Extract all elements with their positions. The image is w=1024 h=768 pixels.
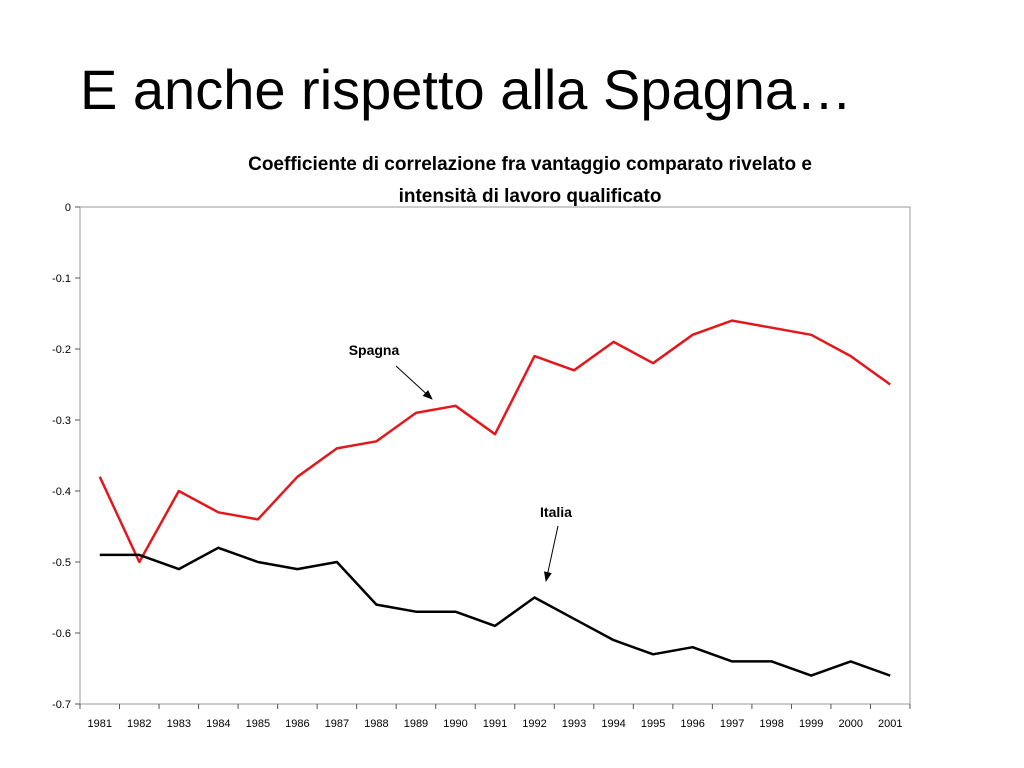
series-line-spagna bbox=[98, 319, 891, 564]
data-point-italia bbox=[216, 546, 220, 550]
data-point-spagna bbox=[691, 333, 695, 337]
y-tick-label: -0.6 bbox=[52, 628, 71, 640]
data-point-italia bbox=[770, 659, 774, 663]
data-point-italia bbox=[374, 603, 378, 607]
x-tick-label: 1990 bbox=[443, 718, 467, 730]
x-tick-label: 1999 bbox=[799, 718, 823, 730]
annotation-arrow-spagna bbox=[395, 365, 433, 400]
y-tick-label: -0.7 bbox=[52, 699, 71, 711]
data-point-spagna bbox=[295, 475, 299, 479]
data-point-spagna bbox=[809, 333, 813, 337]
plot-area-frame bbox=[79, 206, 911, 705]
data-point-italia bbox=[572, 617, 576, 621]
data-point-spagna bbox=[374, 439, 378, 443]
data-point-italia bbox=[98, 553, 102, 557]
x-tick-label: 1991 bbox=[483, 718, 507, 730]
data-point-spagna bbox=[98, 475, 102, 479]
y-tick-label: -0.3 bbox=[52, 415, 71, 427]
annotation-arrow-italia bbox=[544, 525, 559, 582]
data-point-italia bbox=[414, 610, 418, 614]
x-tick-label: 1986 bbox=[285, 718, 309, 730]
data-point-italia bbox=[335, 560, 339, 564]
data-point-italia bbox=[256, 560, 260, 564]
data-point-italia bbox=[888, 674, 892, 678]
data-point-spagna bbox=[137, 560, 141, 564]
data-point-italia bbox=[651, 652, 655, 656]
x-tick-label: 1985 bbox=[246, 718, 270, 730]
data-point-italia bbox=[493, 624, 497, 628]
x-tick-label: 1988 bbox=[364, 718, 388, 730]
y-tick-label: -0.5 bbox=[52, 557, 71, 569]
data-point-italia bbox=[612, 638, 616, 642]
annotation-label-italia: Italia bbox=[540, 504, 572, 520]
x-tick-label: 1984 bbox=[206, 718, 230, 730]
data-point-spagna bbox=[414, 411, 418, 415]
data-point-spagna bbox=[177, 489, 181, 493]
data-point-spagna bbox=[612, 340, 616, 344]
data-point-spagna bbox=[770, 326, 774, 330]
data-point-spagna bbox=[453, 404, 457, 408]
data-point-spagna bbox=[730, 319, 734, 323]
data-point-italia bbox=[730, 659, 734, 663]
data-point-italia bbox=[177, 567, 181, 571]
data-point-spagna bbox=[493, 432, 497, 436]
x-tick-label: 1983 bbox=[167, 718, 191, 730]
x-tick-label: 1995 bbox=[641, 718, 665, 730]
x-tick-label: 1998 bbox=[759, 718, 783, 730]
data-point-italia bbox=[453, 610, 457, 614]
data-point-spagna bbox=[256, 517, 260, 521]
annotation-label-spagna: Spagna bbox=[349, 342, 400, 358]
data-point-spagna bbox=[572, 368, 576, 372]
data-point-spagna bbox=[651, 361, 655, 365]
series-line-italia bbox=[99, 546, 891, 677]
x-tick-label: 1987 bbox=[325, 718, 349, 730]
y-tick-label: -0.4 bbox=[52, 486, 71, 498]
slide-title: E anche rispetto alla Spagna… bbox=[80, 58, 853, 121]
x-tick-label: 1994 bbox=[601, 718, 625, 730]
x-tick-label: 2000 bbox=[838, 718, 862, 730]
data-point-spagna bbox=[335, 446, 339, 450]
x-tick-label: 1982 bbox=[127, 718, 151, 730]
y-tick-label: -0.2 bbox=[52, 344, 71, 356]
x-tick-label: 1981 bbox=[88, 718, 112, 730]
data-point-italia bbox=[533, 596, 537, 600]
data-point-italia bbox=[137, 553, 141, 557]
chart-title-line-1: Coefficiente di correlazione fra vantagg… bbox=[248, 154, 812, 175]
data-point-spagna bbox=[849, 354, 853, 358]
y-tick-label: 0 bbox=[65, 202, 71, 214]
data-point-italia bbox=[295, 567, 299, 571]
data-point-italia bbox=[809, 674, 813, 678]
chart-title-line-2: intensità di lavoro qualificato bbox=[398, 186, 662, 207]
y-tick-label: -0.1 bbox=[52, 273, 71, 285]
data-point-spagna bbox=[533, 354, 537, 358]
x-tick-label: 1996 bbox=[680, 718, 704, 730]
data-point-italia bbox=[691, 645, 695, 649]
x-tick-label: 1997 bbox=[720, 718, 744, 730]
x-tick-label: 1989 bbox=[404, 718, 428, 730]
x-tick-label: 2001 bbox=[878, 718, 902, 730]
x-tick-label: 1993 bbox=[562, 718, 586, 730]
data-point-spagna bbox=[888, 383, 892, 387]
data-point-italia bbox=[849, 659, 853, 663]
x-tick-label: 1992 bbox=[522, 718, 546, 730]
data-point-spagna bbox=[216, 510, 220, 514]
